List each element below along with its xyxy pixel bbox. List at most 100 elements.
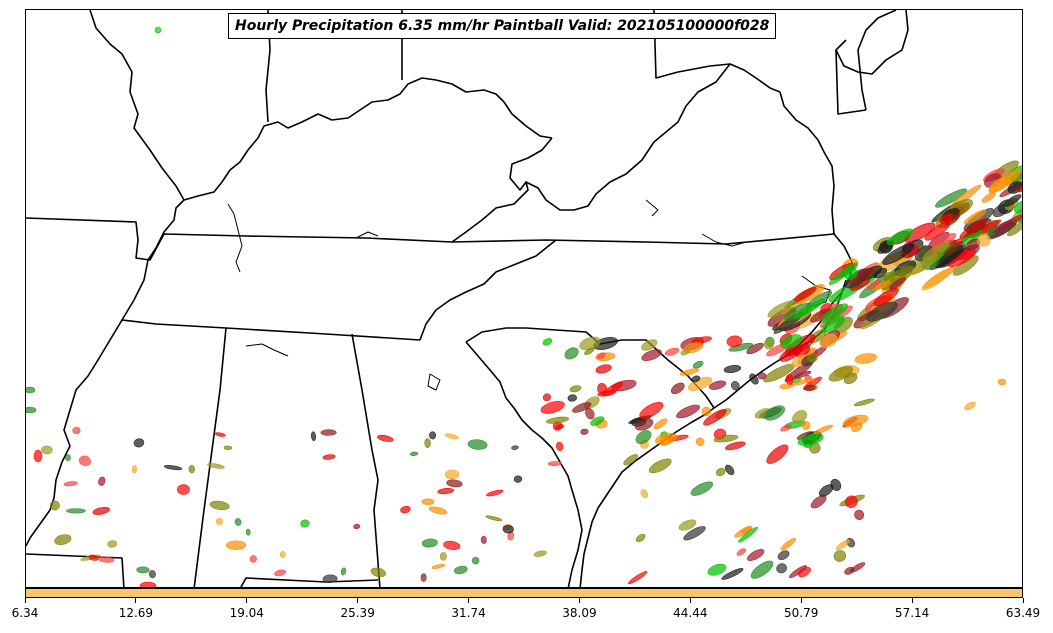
precip-blob [223, 445, 233, 450]
precip-blob [678, 519, 697, 531]
georgia-lake [427, 373, 441, 391]
precipitation-blobs [26, 26, 1022, 587]
precip-blob [572, 402, 592, 413]
precip-blob [225, 540, 247, 550]
colorbar-tick [911, 598, 913, 603]
west-virginia-border [509, 63, 781, 211]
north-carolina-west-border [419, 239, 557, 341]
state-borders [26, 10, 909, 587]
precip-blob [54, 534, 72, 546]
precip-blob [993, 214, 1022, 234]
precip-blob [724, 441, 746, 451]
louisiana-border [26, 553, 125, 587]
virginia-kentucky-border [451, 181, 529, 243]
precip-blob [486, 489, 504, 497]
precip-blob [444, 469, 460, 480]
precip-blob [542, 393, 551, 402]
precip-blob [209, 500, 230, 511]
precip-blob [139, 581, 157, 587]
precip-blob [148, 570, 156, 579]
precip-blob [502, 525, 514, 534]
precip-blob [703, 409, 727, 426]
precip-blob [72, 426, 81, 435]
precip-blob [780, 424, 792, 432]
precip-blob [274, 569, 286, 577]
precip-blob [886, 228, 913, 245]
precip-blob [635, 430, 652, 445]
colorbar-tick-label: 12.69 [118, 606, 154, 620]
precip-blob [785, 374, 794, 385]
precip-blob [653, 418, 668, 430]
alabama-lake [245, 343, 289, 357]
precip-blob [511, 445, 519, 450]
precip-blob [763, 339, 774, 350]
precip-blob [446, 479, 463, 488]
precip-blob [746, 342, 764, 355]
precip-blob [569, 385, 582, 393]
precip-blob [628, 571, 648, 585]
precip-blob [854, 509, 865, 520]
precip-blob [794, 286, 817, 302]
precip-blob [873, 288, 899, 306]
precip-blob [320, 429, 337, 436]
precip-blob [731, 380, 740, 391]
precip-blob [747, 549, 765, 561]
precip-blob [853, 398, 875, 407]
colorbar-tick-label: 19.04 [229, 606, 264, 620]
precip-blob [33, 449, 43, 463]
precip-blob [63, 481, 78, 487]
precip-blob [133, 438, 145, 448]
precip-blob [590, 416, 605, 426]
colorbar-tick-label: 50.79 [784, 606, 819, 620]
precip-blob [736, 548, 746, 556]
precip-blob [713, 434, 739, 443]
precip-blob [188, 464, 195, 474]
colorbar [25, 588, 1023, 598]
map-panel [25, 9, 1023, 588]
precip-blob [1017, 179, 1022, 193]
precip-blob [453, 565, 468, 575]
colorbar-tick [689, 598, 691, 603]
colorbar-tick-label: 25.39 [340, 606, 375, 620]
precip-blob [670, 382, 685, 395]
precip-blob [542, 338, 553, 346]
precip-blob [648, 458, 672, 474]
colorbar-tick [135, 598, 137, 603]
precip-blob [801, 421, 811, 430]
precip-blob [98, 476, 106, 486]
precip-blob [750, 560, 774, 579]
precip-blob [767, 300, 793, 318]
precip-blob [409, 451, 419, 456]
precip-blob [721, 568, 744, 580]
precip-blob [764, 405, 786, 421]
precip-blob [540, 401, 565, 414]
kentucky-lake [227, 203, 243, 273]
precip-blob [353, 523, 361, 530]
precip-blob [738, 526, 759, 543]
colorbar-tick-label: 31.74 [451, 606, 486, 620]
precip-blob [585, 408, 595, 420]
precip-blob [804, 384, 816, 392]
precip-blob [641, 339, 658, 351]
precip-blob [26, 406, 37, 414]
precip-blob [997, 378, 1007, 386]
precip-blob [749, 373, 759, 385]
precip-blob [513, 475, 523, 483]
precip-blob [136, 566, 150, 574]
precip-blob [420, 573, 427, 582]
precip-blob [866, 301, 898, 322]
precip-blob [911, 254, 939, 275]
precip-blob [679, 368, 700, 376]
precip-blob [939, 213, 954, 224]
precip-blob [602, 381, 624, 396]
precip-blob [813, 424, 833, 435]
precip-blob [780, 537, 796, 551]
precip-blob [934, 188, 968, 208]
precip-blob [428, 506, 448, 515]
mississippi-alabama-border [193, 327, 227, 587]
precip-blob [340, 567, 347, 576]
kentucky-tennessee-border [26, 217, 835, 261]
precip-blob [818, 484, 834, 497]
precip-blob [437, 487, 455, 495]
precip-blob [707, 563, 727, 576]
